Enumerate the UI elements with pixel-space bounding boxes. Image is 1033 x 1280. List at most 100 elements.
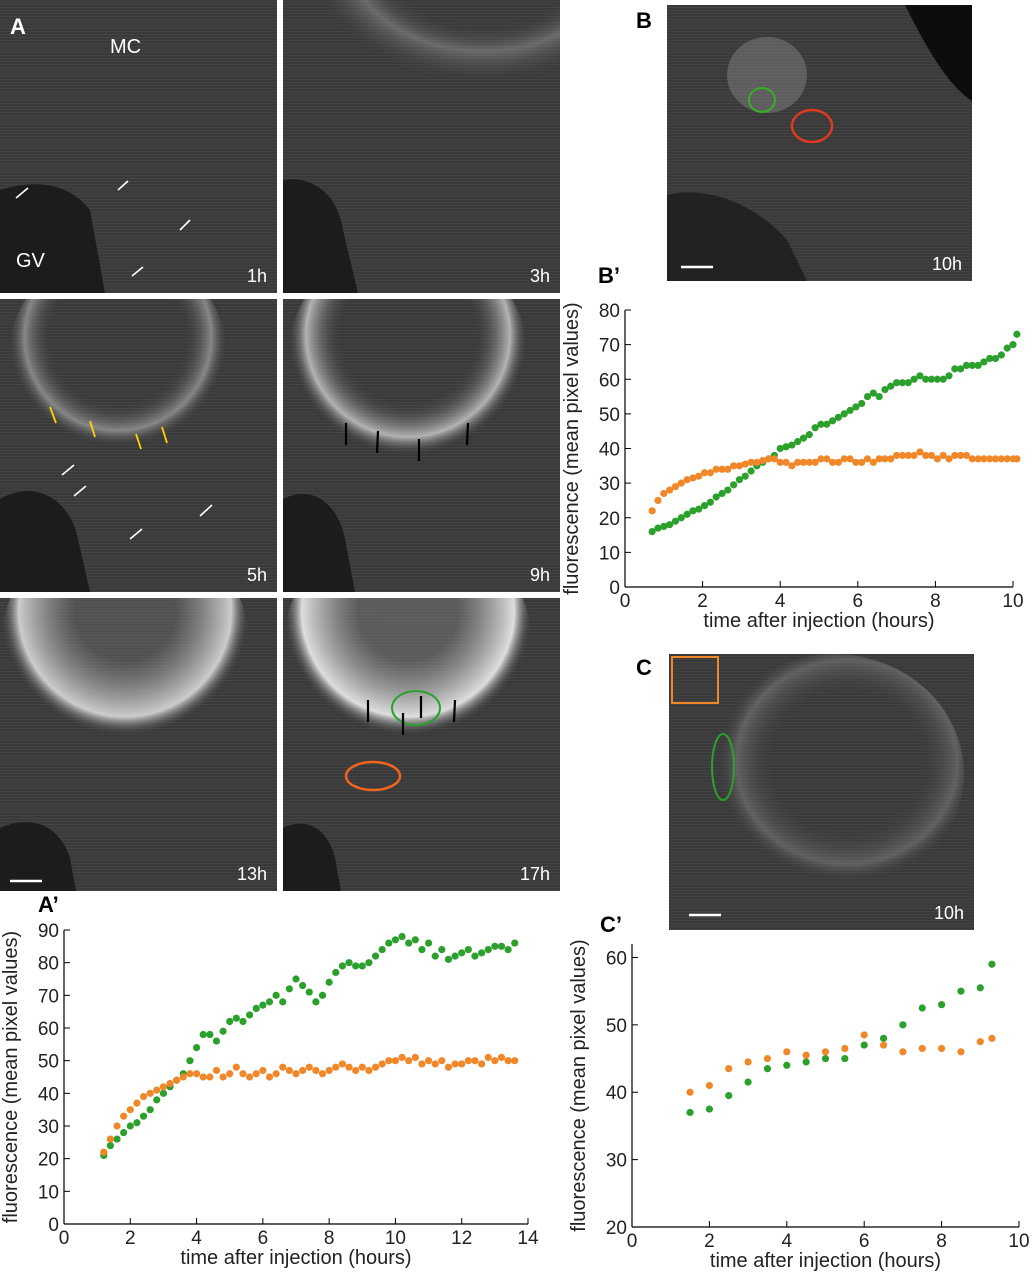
data-point-orange [100,1148,108,1156]
micrograph-1h-drawing [0,180,191,293]
data-point-orange [764,455,773,463]
y-tick-label: 20 [599,509,620,530]
data-point-orange [988,1034,996,1042]
data-point-green [821,1054,830,1063]
data-point-orange [438,1057,446,1065]
x-tick-label: 4 [775,591,786,612]
data-point-orange [139,1093,148,1101]
data-point-green [811,424,819,432]
data-point-orange [725,1065,733,1073]
data-point-green [817,420,825,428]
timepoint-label: 5h [246,565,267,585]
data-point-green [846,406,854,415]
panel-letter-c-prime: C’ [600,912,622,937]
data-point-orange [660,489,668,498]
data-point-orange [893,451,901,460]
data-point-green [802,1058,810,1066]
x-tick-label: 10 [385,1228,406,1249]
data-point-green [860,1041,868,1049]
x-tick-label: 8 [936,1231,947,1252]
data-point-orange [695,472,703,480]
data-point-orange [259,1066,267,1075]
data-point-green [852,403,860,411]
timepoint-label: 17h [519,864,550,884]
micrograph-5h-drawing [0,299,228,592]
y-tick-label: 30 [606,1151,627,1172]
data-point-green [706,498,714,506]
micrograph-13h-drawing [0,598,250,891]
timepoint-label: 3h [529,266,550,286]
y-axis-label: fluorescence (mean pixel values) [0,931,22,1223]
data-point-orange [411,1053,419,1061]
y-tick-label: 80 [599,301,620,322]
data-point-green [133,1119,141,1127]
data-point-orange [511,1057,519,1065]
data-point-green [464,946,472,954]
data-point-orange [689,474,697,482]
data-point-orange [246,1073,254,1081]
data-point-orange [464,1057,472,1065]
data-point-green [893,379,901,387]
data-point-green [312,998,320,1006]
data-point-orange [332,1063,340,1071]
data-point-orange [938,1044,946,1053]
data-point-green [840,410,848,418]
data-point-green [957,987,965,995]
data-point-orange [391,1057,400,1065]
data-point-green [358,962,366,970]
data-point-green [411,936,419,944]
data-point-green [881,386,889,394]
x-tick-label: 6 [853,591,864,612]
data-point-green [325,978,333,986]
timepoint-label: 13h [236,864,267,884]
data-point-green [968,361,976,369]
data-point-orange [788,462,796,470]
data-point-orange [1013,455,1021,463]
data-point-orange [239,1070,247,1078]
data-point-orange [654,496,662,505]
data-point-orange [997,455,1005,463]
data-point-orange [922,451,930,460]
x-axis-label: time after injection (hours) [703,610,934,632]
data-point-orange [424,1057,433,1065]
y-tick-label: 0 [609,578,620,599]
x-tick-label: 0 [59,1228,70,1249]
data-point-green [991,354,1000,363]
data-point-orange [285,1066,293,1075]
y-tick-label: 10 [599,543,620,564]
micrograph-b-drawing [667,5,972,281]
data-point-orange [431,1060,439,1068]
data-point-green [272,991,280,999]
data-point-green [232,1014,240,1022]
y-axis-label: fluorescence (mean pixel values) [568,939,590,1231]
data-point-green [285,985,293,993]
data-point-orange [265,1073,274,1081]
data-point-green [910,375,918,383]
data-point-green [718,489,726,498]
data-point-orange [706,469,714,477]
y-axis-label: fluorescence (mean pixel values) [561,302,583,594]
data-point-orange [686,1088,694,1096]
data-point-orange [783,1048,791,1056]
micrograph-9h: 9h [283,299,560,592]
data-point-orange [325,1066,333,1075]
data-point-orange [352,1066,360,1075]
data-point-orange [951,451,959,460]
data-point-orange [918,1044,926,1053]
x-tick-label: 6 [859,1231,870,1252]
data-point-orange [962,451,971,460]
data-point-green [705,1105,714,1113]
y-tick-label: 50 [38,1052,59,1073]
data-point-green [153,1096,161,1104]
data-point-orange [799,458,808,466]
data-point-orange [939,451,947,460]
data-point-green [875,392,883,401]
x-tick-label: 14 [517,1228,539,1249]
data-point-orange [860,1031,868,1039]
data-point-orange [968,455,976,463]
data-point-orange [345,1063,353,1071]
data-point-orange [957,451,965,460]
data-point-green [741,472,749,480]
